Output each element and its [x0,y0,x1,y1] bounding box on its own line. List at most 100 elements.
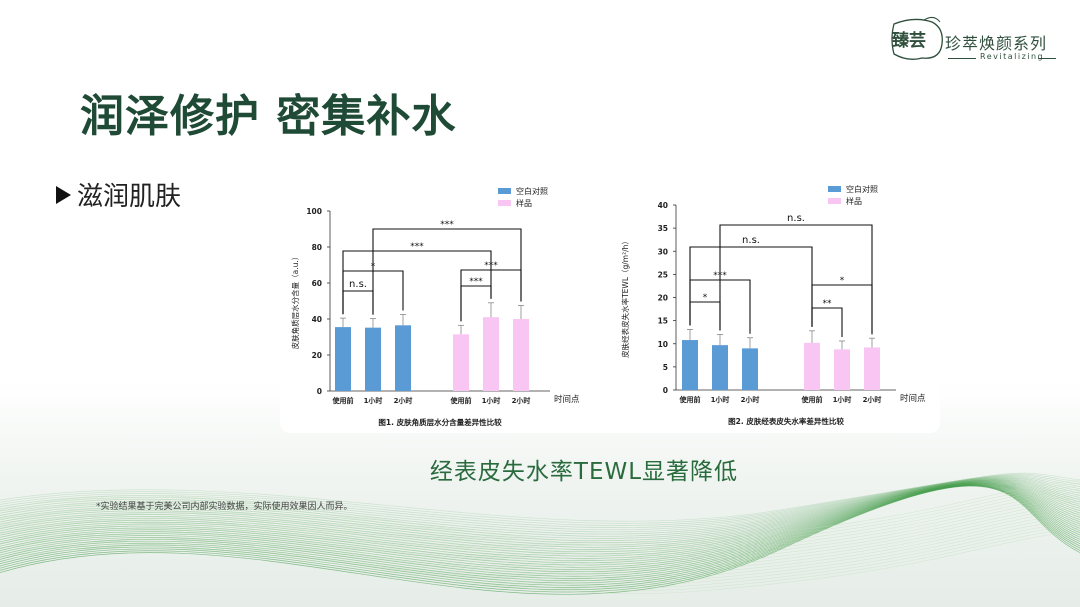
wave-line [0,479,1080,543]
x-axis-label: 时间点 [900,393,926,404]
wave-line [0,482,1080,564]
wave-line [0,472,1080,522]
wave-line [0,482,1080,546]
significance-bracket [460,285,492,322]
x-tick-label: 2小时 [863,395,882,404]
wave-line [0,481,1080,559]
wave-line [0,482,1080,570]
section-bullet: 滋润肌肤 [56,176,181,213]
x-axis-label: 时间点 [554,394,580,405]
wave-line [0,474,1080,526]
wave-line [0,509,1080,573]
triangle-bullet-icon [56,185,71,204]
y-tick-label: 40 [312,315,322,324]
significance-label: *** [469,277,483,287]
wave-line [0,506,1080,570]
bar-blank [395,325,411,391]
chart-panel: 0 20 40 60 80 100 皮肤角质层水分含量（a.u.） 使用前 1小时 2小时 使用前 1… [280,178,940,433]
chart-caption: 图1. 皮肤角质层水分含量差异性比较 [378,417,502,427]
legend-swatch [498,188,511,194]
wave-line [0,512,1080,576]
bar-blank [712,345,728,390]
y-tick-label: 5 [663,363,668,372]
legend-label: 空白对照 [846,184,878,194]
bar-sample [453,334,469,391]
wave-line [0,481,1080,557]
bar-sample [834,349,850,390]
bar-sample [483,317,499,391]
x-tick-label: 2小时 [394,396,413,405]
wave-line [0,483,1080,573]
y-tick-label: 20 [312,351,322,360]
chart-1: 0 20 40 60 80 100 皮肤角质层水分含量（a.u.） 使用前 1小时 2小时 使用前 1… [290,186,580,427]
wave-line [0,485,1080,595]
chart-2: 0 5 10 15 20 25 30 35 40 皮肤经表皮失水率TEWL（g/m²/h） 使用前 1… [620,184,926,426]
bar-sample [864,347,880,390]
bar-blank [335,327,351,391]
legend-label: 样品 [846,196,862,206]
logo-seal-text: 臻芸 [892,31,926,51]
y-axis-label: 皮肤角质层水分含量（a.u.） [290,253,300,350]
wave-line [0,494,1080,558]
wave-line [0,477,1080,535]
y-tick-label: 60 [312,279,322,288]
y-tick-label: 35 [658,224,668,233]
y-tick-label: 15 [658,317,668,326]
y-tick-label: 80 [312,243,322,252]
wave-line [0,497,1080,561]
headline-text: 经表皮失水率TEWL显著降低 [429,459,739,485]
significance-label: *** [410,242,424,252]
headline: 经表皮失水率TEWL显著降低 [0,452,1080,486]
significance-label: n.s. [349,279,367,290]
wave-line [0,524,1080,588]
y-tick-label: 0 [663,386,668,395]
x-tick-label: 1小时 [711,395,730,404]
wave-line [0,480,1080,553]
significance-label: ** [823,299,833,309]
x-tick-label: 1小时 [364,396,383,405]
y-tick-label: 25 [658,270,668,279]
wave-line [0,500,1080,564]
wave-line [0,488,1080,552]
wave-line [0,478,1080,539]
logo-series-name: 珍萃焕颜系列 [945,34,1048,53]
wave-line [0,483,1080,579]
significance-label: n.s. [742,235,760,246]
bar-blank [365,327,381,391]
footnote: *实验结果基于完美公司内部实验数据，实际使用效果因人而异。 [96,502,353,512]
wave-line [0,478,1080,542]
wave-line [0,484,1080,584]
significance-label: * [840,276,845,286]
wave-line [0,485,1080,549]
bar-blank [682,340,698,390]
legend-swatch [828,186,841,192]
wave-line [0,530,1080,594]
logo-subtitle: Revitalizing [980,52,1045,61]
x-tick-label: 使用前 [450,396,472,405]
wave-line [0,521,1080,585]
legend-label: 样品 [516,198,532,208]
wave-line [0,527,1080,591]
significance-label: *** [440,220,454,230]
x-tick-label: 使用前 [679,395,701,404]
bar-blank [742,348,758,390]
page-title: 润泽修护 密集补水 [80,91,457,142]
wave-line [0,485,1080,591]
significance-bracket [811,307,843,337]
wave-line [0,475,1080,529]
significance-bracket [689,246,813,327]
x-tick-label: 1小时 [833,395,852,404]
y-tick-label: 0 [317,387,322,396]
x-tick-label: 1小时 [482,396,501,405]
wave-line [0,484,1080,586]
x-tick-label: 2小时 [512,396,531,405]
wave-line [0,480,1080,550]
bullet-label: 滋润肌肤 [77,182,182,212]
legend-label: 空白对照 [516,186,548,196]
logo-rule [948,58,976,59]
bar-sample [513,319,529,391]
y-tick-label: 20 [658,294,668,303]
chart-caption: 图2. 皮肤经表皮失水率差异性比较 [728,416,844,426]
y-axis-label: 皮肤经表皮失水率TEWL（g/m²/h） [620,237,630,358]
legend-swatch [498,200,511,206]
